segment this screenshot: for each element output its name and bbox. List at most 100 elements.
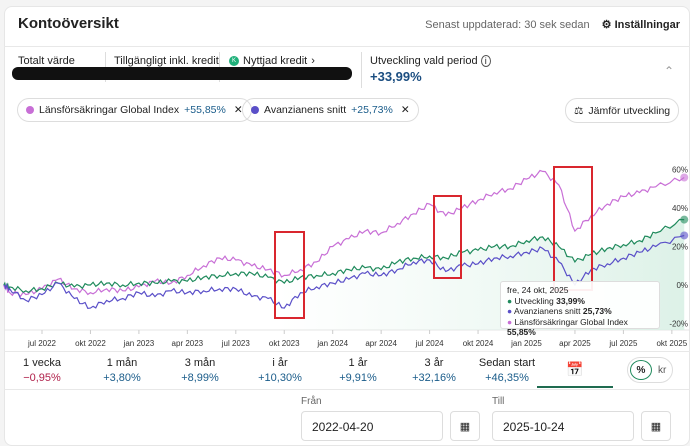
period-tab[interactable]: 1 vecka −0,95% [7, 356, 77, 386]
period-value: +9,91% [339, 372, 377, 384]
tooltip-row: ● Avanzianens snitt 25,73% [507, 306, 612, 316]
divider [361, 52, 362, 88]
series-color-dot [26, 106, 34, 114]
development-value: +33,99% [370, 69, 422, 84]
chart-tooltip: fre, 24 okt, 2025 ● Utveckling 33,99% ● … [500, 281, 660, 337]
page-title: Kontoöversikt [18, 15, 119, 32]
tooltip-label: Avanzianens snitt [514, 306, 581, 316]
period-label: 3 år [424, 357, 444, 369]
data-point [680, 173, 689, 182]
period-tab[interactable]: 1 mån +3,80% [87, 356, 157, 386]
y-tick-label: 20% [672, 243, 688, 252]
used-credit-label: Nyttjad kredit [243, 55, 308, 67]
period-value: +8,99% [181, 372, 219, 384]
period-tab[interactable]: i år +10,30% [245, 356, 315, 386]
period-tab[interactable]: 3 mån +8,99% [165, 356, 235, 386]
period-tab[interactable]: Sedan start +46,35% [472, 356, 542, 386]
y-tick-label: 0% [676, 281, 688, 290]
from-date-input[interactable]: 2022-04-20 [301, 411, 443, 441]
settings-button[interactable]: ⚙ Inställningar [602, 18, 680, 31]
x-tick-label: jan 2023 [123, 339, 155, 348]
to-date-input[interactable]: 2025-10-24 [492, 411, 634, 441]
chip-label: Länsförsäkringar Global Index [39, 104, 180, 116]
series-line-0 [3, 218, 685, 294]
x-tick-label: apr 2025 [559, 339, 591, 348]
period-label: Sedan start [478, 357, 536, 369]
x-tick-label: okt 2024 [463, 339, 494, 348]
to-calendar-button[interactable]: ▦ [641, 411, 671, 441]
data-point [680, 231, 689, 240]
close-icon[interactable]: ✕ [233, 104, 243, 116]
y-tick-label: 40% [672, 204, 688, 213]
tooltip-row: ● Länsförsäkringar Global Index 55,85% [507, 316, 628, 338]
info-icon[interactable]: i [480, 55, 491, 67]
to-label: Till [492, 396, 505, 407]
total-value-label: Totalt värde [18, 55, 75, 67]
gear-icon: ⚙ [601, 19, 612, 31]
tooltip-row: ● Utveckling 33,99% [507, 295, 585, 306]
annotation-box [433, 195, 462, 279]
x-tick-label: jan 2025 [510, 339, 542, 348]
data-point [680, 215, 689, 224]
x-tick-label: jan 2024 [316, 339, 348, 348]
period-value: +3,80% [103, 372, 141, 384]
last-updated: Senast uppdaterad: 30 sek sedan [425, 18, 590, 31]
period-tab[interactable]: 1 år +9,91% [323, 356, 393, 386]
compare-label: Jämför utveckling [588, 104, 671, 117]
annotation-box [274, 231, 305, 319]
custom-period-tab[interactable]: 📅 [537, 352, 613, 388]
chip-value: +55,85% [184, 104, 226, 116]
used-credit-link[interactable]: K Nyttjad kredit › [229, 55, 315, 67]
divider [4, 351, 690, 352]
series-line-2 [3, 169, 685, 298]
period-label: 1 vecka [23, 357, 61, 369]
chevron-right-icon: › [311, 55, 315, 67]
from-calendar-button[interactable]: ▦ [450, 411, 480, 441]
period-label: 3 mån [184, 357, 216, 369]
tooltip-label: Utveckling [514, 295, 554, 306]
compare-chip-lf-global: Länsförsäkringar Global Index +55,85% ✕ [17, 98, 252, 122]
development-label-text: Utveckling vald period [370, 55, 478, 67]
from-label: Från [301, 396, 322, 407]
header-right: Senast uppdaterad: 30 sek sedan ⚙ Instäl… [425, 18, 680, 32]
calendar-icon: ▦ [459, 420, 471, 433]
x-tick-label: apr 2024 [365, 339, 397, 348]
x-tick-label: jul 2024 [415, 339, 445, 348]
period-value: −0,95% [23, 372, 61, 384]
period-label: i år [272, 357, 288, 369]
compare-chip-avanza: Avanzianens snitt +25,73% ✕ [242, 98, 419, 122]
tooltip-date: fre, 24 okt, 2025 [507, 285, 569, 295]
collapse-chevron-up-icon[interactable]: ⌃ [664, 64, 675, 78]
tooltip-value: 33,99% [556, 295, 585, 306]
credit-badge-icon: K [229, 56, 239, 66]
period-label: 1 år [348, 357, 368, 369]
chip-label: Avanzianens snitt [264, 104, 347, 116]
compare-button[interactable]: ⚖ Jämför utveckling [565, 98, 680, 123]
development-label: Utveckling vald period i [370, 55, 491, 67]
x-tick-label: apr 2023 [172, 339, 204, 348]
tooltip-value: 55,85% [507, 327, 536, 337]
close-icon[interactable]: ✕ [400, 104, 410, 116]
y-tick-label: -20% [669, 320, 688, 329]
tooltip-value: 25,73% [582, 306, 612, 316]
period-value: +32,16% [412, 372, 456, 384]
calendar-icon: 📅 [566, 360, 584, 377]
unit-toggle[interactable]: % kr [627, 357, 673, 383]
redacted-values [12, 67, 352, 80]
series-color-dot [251, 106, 259, 114]
tooltip-label: Länsförsäkringar Global Index [514, 316, 628, 327]
kr-option[interactable]: kr [658, 364, 667, 376]
scale-icon: ⚖ [574, 104, 584, 117]
available-label: Tillgängligt inkl. kredit [114, 55, 219, 67]
chip-value: +25,73% [351, 104, 393, 116]
x-tick-label: jul 2022 [27, 339, 57, 348]
period-value: +46,35% [485, 372, 529, 384]
divider [4, 389, 690, 390]
x-tick-label: okt 2022 [75, 339, 106, 348]
period-value: +10,30% [258, 372, 302, 384]
period-tab[interactable]: 3 år +32,16% [399, 356, 469, 386]
x-tick-label: jul 2023 [221, 339, 251, 348]
divider [4, 46, 690, 47]
y-tick-label: 60% [672, 166, 688, 175]
percent-option[interactable]: % [630, 360, 652, 380]
